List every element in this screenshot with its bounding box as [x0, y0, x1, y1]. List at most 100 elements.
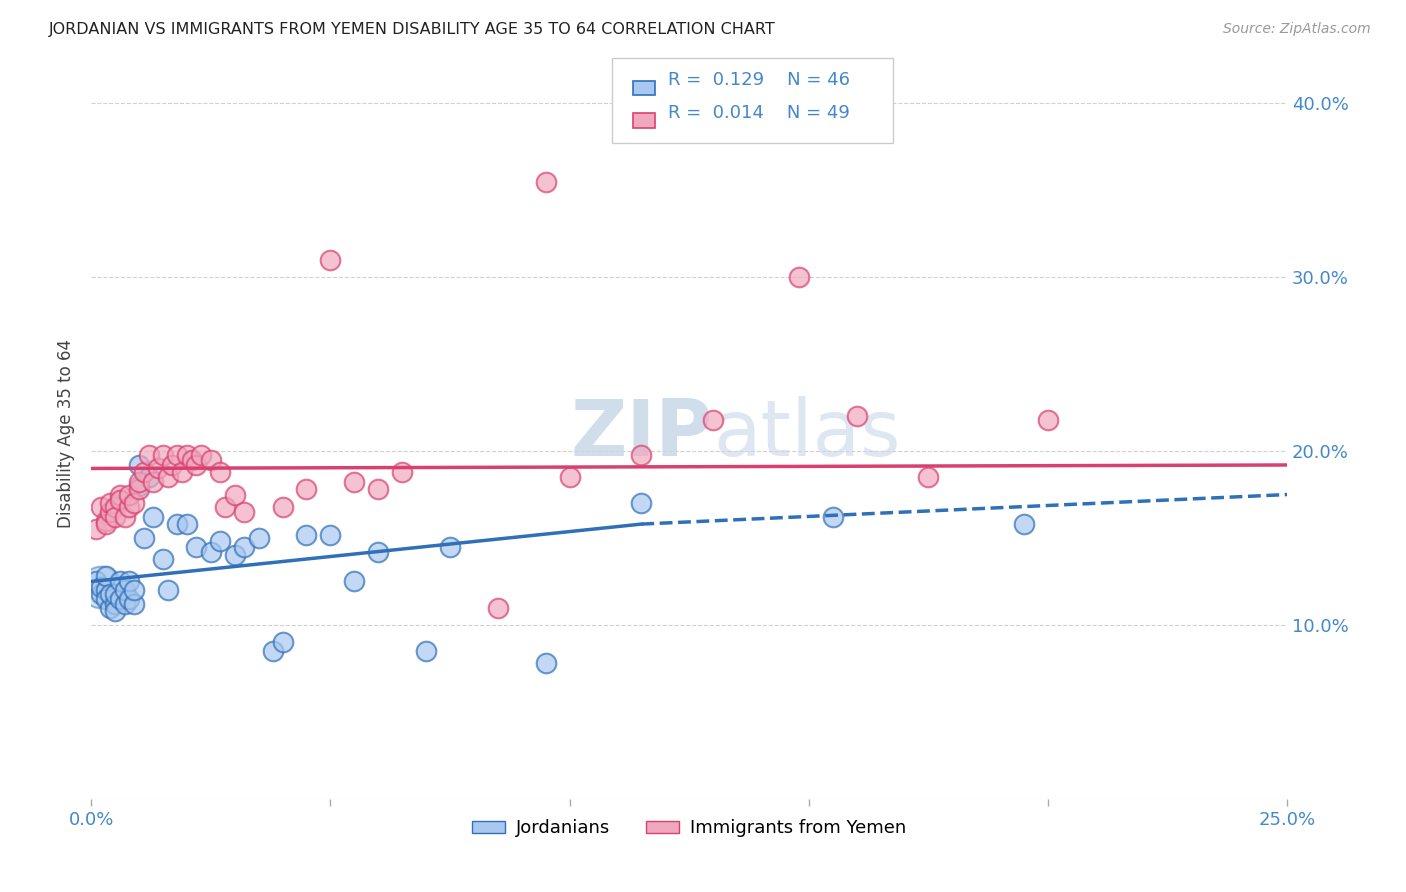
Point	[94, 583, 117, 598]
Point	[142, 510, 165, 524]
Point	[138, 470, 160, 484]
Text: Source: ZipAtlas.com: Source: ZipAtlas.com	[1223, 22, 1371, 37]
Point	[186, 540, 208, 554]
Text: R =  0.129    N = 46: R = 0.129 N = 46	[668, 71, 849, 89]
Point	[118, 487, 141, 501]
Point	[343, 475, 366, 490]
Point	[209, 534, 232, 549]
Point	[98, 496, 121, 510]
Point	[271, 635, 294, 649]
Text: ZIP: ZIP	[571, 396, 713, 472]
Point	[90, 500, 112, 514]
Point	[224, 549, 246, 563]
Point	[152, 552, 174, 566]
Point	[166, 448, 188, 462]
Point	[114, 510, 136, 524]
Point	[118, 591, 141, 606]
Point	[98, 600, 121, 615]
Point	[114, 583, 136, 598]
Point	[128, 479, 150, 493]
Point	[702, 413, 724, 427]
Point	[558, 470, 581, 484]
Point	[295, 483, 318, 497]
Point	[367, 545, 389, 559]
Point	[138, 448, 160, 462]
Point	[214, 500, 236, 514]
Point	[787, 270, 810, 285]
Point	[166, 517, 188, 532]
Point	[209, 465, 232, 479]
Point	[534, 657, 557, 671]
Point	[108, 574, 131, 589]
Point	[94, 591, 117, 606]
Point	[162, 458, 184, 472]
Point	[1036, 413, 1059, 427]
Point	[233, 505, 256, 519]
Text: JORDANIAN VS IMMIGRANTS FROM YEMEN DISABILITY AGE 35 TO 64 CORRELATION CHART: JORDANIAN VS IMMIGRANTS FROM YEMEN DISAB…	[49, 22, 776, 37]
Point	[176, 448, 198, 462]
Point	[156, 583, 179, 598]
Point	[630, 448, 652, 462]
Point	[821, 510, 844, 524]
Point	[84, 574, 107, 589]
Point	[486, 600, 509, 615]
Point	[319, 527, 342, 541]
Point	[152, 448, 174, 462]
Point	[180, 452, 202, 467]
Point	[391, 465, 413, 479]
Point	[128, 475, 150, 490]
Point	[90, 587, 112, 601]
Point	[94, 514, 117, 528]
Point	[262, 644, 284, 658]
Point	[84, 522, 107, 536]
Point	[108, 487, 131, 501]
Point	[132, 531, 155, 545]
Point	[200, 452, 222, 467]
Point	[128, 483, 150, 497]
Point	[132, 465, 155, 479]
Point	[1012, 517, 1035, 532]
Point	[439, 540, 461, 554]
Point	[104, 604, 127, 618]
Point	[94, 569, 117, 583]
Point	[122, 597, 145, 611]
Point	[104, 500, 127, 514]
Point	[142, 475, 165, 490]
Point	[118, 574, 141, 589]
Point	[108, 492, 131, 507]
Point	[295, 527, 318, 541]
Point	[917, 470, 939, 484]
Text: atlas: atlas	[713, 396, 900, 472]
Point	[98, 587, 121, 601]
Point	[176, 517, 198, 532]
Legend: Jordanians, Immigrants from Yemen: Jordanians, Immigrants from Yemen	[465, 812, 912, 845]
Text: R =  0.014    N = 49: R = 0.014 N = 49	[668, 104, 849, 122]
Point	[630, 496, 652, 510]
Point	[534, 175, 557, 189]
Point	[108, 591, 131, 606]
Point	[146, 461, 169, 475]
Point	[271, 500, 294, 514]
Point	[186, 458, 208, 472]
Point	[200, 545, 222, 559]
Point	[190, 448, 212, 462]
Point	[118, 500, 141, 514]
Point	[104, 597, 127, 611]
Point	[98, 505, 121, 519]
Point	[122, 583, 145, 598]
Point	[415, 644, 437, 658]
Point	[90, 580, 112, 594]
Point	[104, 510, 127, 524]
Point	[224, 487, 246, 501]
Point	[128, 458, 150, 472]
Point	[156, 470, 179, 484]
Point	[343, 574, 366, 589]
Point	[104, 587, 127, 601]
Point	[247, 531, 270, 545]
Point	[90, 580, 112, 594]
Point	[114, 597, 136, 611]
Point	[233, 540, 256, 554]
Y-axis label: Disability Age 35 to 64: Disability Age 35 to 64	[58, 339, 75, 528]
Point	[845, 409, 868, 424]
Point	[170, 465, 193, 479]
